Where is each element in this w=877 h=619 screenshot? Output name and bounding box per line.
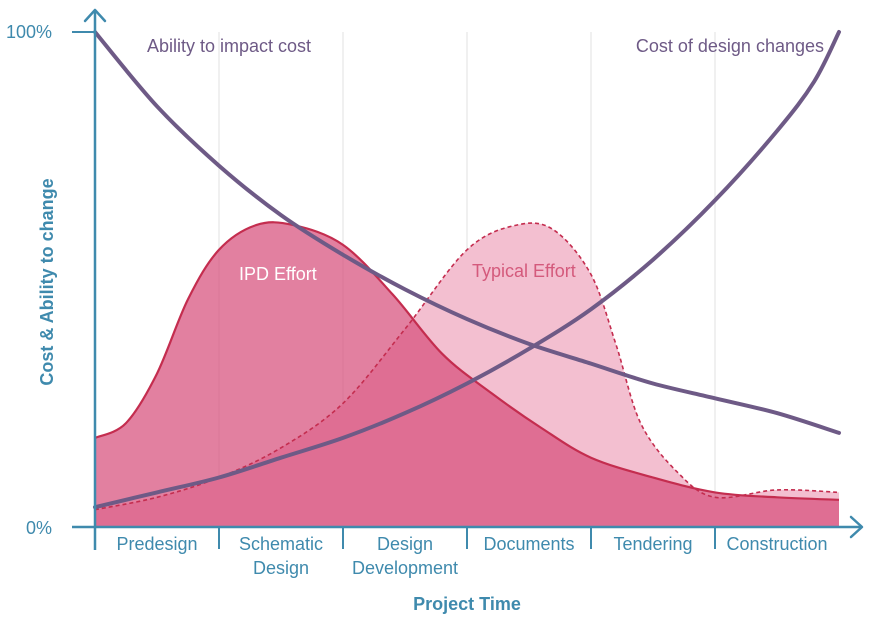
x-tick-label: Schematic Design [239,534,323,578]
ability-line-label: Ability to impact cost [147,36,311,56]
x-tick-label: Tendering [613,534,692,554]
cost-lines [93,30,841,510]
y-axis-arrow [83,8,107,23]
typical-effort-curve [94,222,840,511]
cost-of-design-changes-line [93,30,841,510]
x-tick-label: Documents [483,534,574,554]
x-axis-title: Project Time [413,594,521,614]
x-tick-label: Construction [726,534,827,554]
cost-line-label: Cost of design changes [636,36,824,56]
ipd-effort-curve [94,221,840,501]
y-tick-bottom: 0% [26,518,52,538]
x-axis-arrow [849,515,864,539]
y-axis-title: Cost & Ability to change [37,178,57,385]
ipd-effort-area [95,222,839,527]
x-tick-label: Predesign [116,534,197,554]
typical-effort-label: Typical Effort [472,261,576,281]
ipd-effort-label: IPD Effort [239,264,317,284]
phase-labels: Predesign Schematic Design Design Developmen… [116,534,827,578]
axes [72,8,864,550]
effort-areas [94,221,840,527]
y-tick-top: 100% [6,22,52,42]
x-tick-label: Design Development [352,534,458,578]
ability-to-impact-cost-line [93,30,841,435]
